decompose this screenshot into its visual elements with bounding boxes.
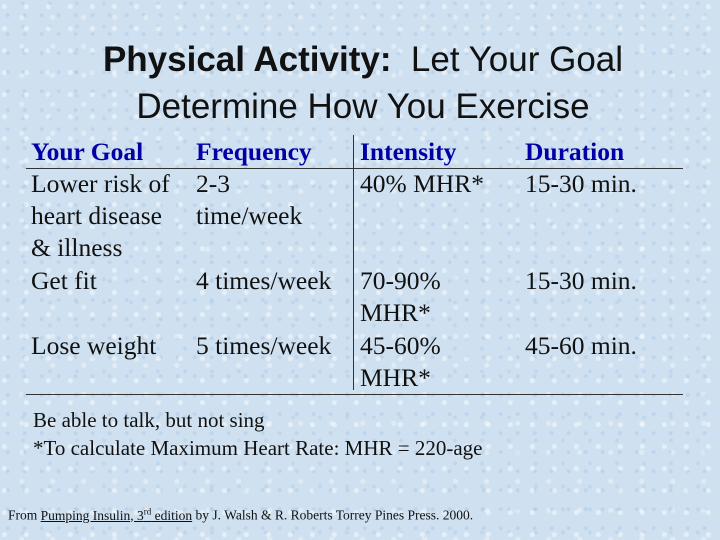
row2-intensity-line2: MHR* xyxy=(360,298,431,327)
row1-duration: 15-30 min. xyxy=(525,169,637,198)
row3-goal: Lose weight xyxy=(31,331,157,360)
source-suffix: by J. Walsh & R. Roberts Torrey Pines Pr… xyxy=(192,507,474,523)
title-rest: Let Your Goal xyxy=(391,40,624,79)
title-line-1: Physical Activity: Let Your Goal xyxy=(0,36,720,83)
table-bottom-divider xyxy=(26,394,683,395)
header-your-goal: Your Goal xyxy=(31,137,144,166)
row1-intensity: 40% MHR* xyxy=(360,169,484,198)
header-divider xyxy=(26,168,683,169)
row2-frequency: 4 times/week xyxy=(196,266,332,295)
row3-frequency: 5 times/week xyxy=(196,331,332,360)
header-intensity: Intensity xyxy=(360,137,457,166)
row1-goal-line1: Lower risk of xyxy=(31,169,170,198)
row3-intensity-line2: MHR* xyxy=(360,363,431,392)
header-duration: Duration xyxy=(525,137,625,166)
row1-goal-line2: heart disease xyxy=(31,201,162,230)
row2-goal: Get fit xyxy=(31,266,97,295)
source-edition: edition xyxy=(151,507,193,523)
row1-goal-line3: & illness xyxy=(31,233,123,262)
row2-intensity-line1: 70-90% xyxy=(360,266,441,295)
source-book-title: Pumping Insulin, 3rd edition xyxy=(40,506,193,523)
title-bold: Physical Activity: xyxy=(102,40,392,79)
header-frequency: Frequency xyxy=(196,137,312,166)
column-divider xyxy=(353,135,354,390)
mhr-formula-note: *To calculate Maximum Heart Rate: MHR = … xyxy=(33,436,483,460)
source-edition-sup: rd xyxy=(143,506,152,516)
source-citation: From Pumping Insulin, 3rd edition by J. … xyxy=(8,502,473,525)
slide-title: Physical Activity: Let Your Goal Determi… xyxy=(0,36,720,130)
row1-frequency-line1: 2-3 xyxy=(196,169,230,198)
talk-note: Be able to talk, but not sing xyxy=(33,408,265,432)
row3-intensity-line1: 45-60% xyxy=(360,331,441,360)
row1-frequency-line2: time/week xyxy=(196,201,303,230)
source-prefix: From xyxy=(8,507,41,523)
row2-duration: 15-30 min. xyxy=(525,266,637,295)
row3-duration: 45-60 min. xyxy=(525,331,637,360)
title-line-2: Determine How You Exercise xyxy=(136,87,590,126)
source-book: Pumping Insulin, 3 xyxy=(40,507,144,523)
